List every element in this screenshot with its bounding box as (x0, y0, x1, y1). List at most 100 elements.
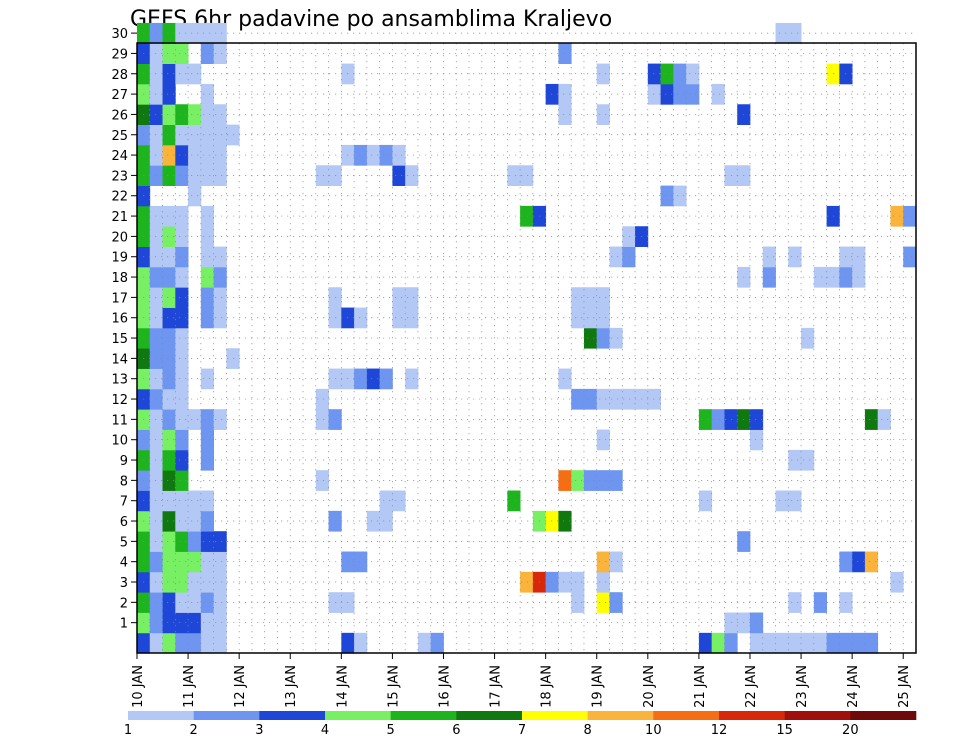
x-tick-label: 15 JAN (386, 665, 401, 708)
heatmap-cell (622, 246, 636, 268)
heatmap-cell (162, 307, 176, 329)
y-tick-label: 25 (111, 129, 128, 144)
heatmap-cell (852, 266, 866, 288)
heatmap-cell (392, 490, 406, 512)
heatmap-cell (162, 449, 176, 471)
heatmap-cell (520, 165, 534, 186)
heatmap-cell (417, 632, 432, 654)
heatmap-cell (226, 348, 240, 369)
heatmap-cell (188, 165, 202, 186)
heatmap-cell (558, 104, 572, 125)
y-tick-label: 12 (111, 393, 128, 408)
colorbar-label: 8 (584, 723, 592, 738)
y-tick-label: 8 (120, 474, 128, 489)
heatmap-cell (405, 165, 419, 186)
heatmap-cell (596, 63, 610, 85)
colorbar-swatch (390, 711, 457, 720)
y-tick-label: 19 (111, 251, 128, 266)
heatmap-cell (188, 632, 202, 654)
heatmap-cell (571, 388, 585, 410)
heatmap-cell (149, 592, 163, 613)
heatmap-cell (175, 632, 189, 654)
heatmap-cell (200, 165, 215, 186)
heatmap-cell (188, 409, 202, 430)
heatmap-cell (558, 470, 572, 491)
heatmap-cell (213, 104, 227, 125)
heatmap-cell (162, 429, 176, 451)
heatmap-cell (149, 22, 163, 44)
heatmap-cell (188, 104, 202, 125)
heatmap-cell (673, 63, 687, 85)
heatmap-cell (596, 571, 610, 593)
heatmap-cell (213, 124, 227, 146)
heatmap-cell (200, 632, 215, 654)
heatmap-cell (788, 632, 802, 654)
heatmap-cell (188, 144, 202, 166)
heatmap-cell (660, 83, 674, 105)
colorbar-label: 1 (124, 723, 132, 738)
heatmap-cell (405, 368, 419, 390)
heatmap-cell (558, 368, 572, 390)
heatmap-cell (507, 490, 521, 512)
heatmap-cell (673, 83, 687, 105)
x-tick-label: 11 JAN (182, 665, 197, 708)
heatmap-cell (647, 388, 661, 410)
heatmap-cell (647, 83, 661, 105)
heatmap-cell (571, 592, 585, 613)
heatmap-cell (175, 246, 189, 268)
heatmap-cell (813, 266, 828, 288)
heatmap-cell (200, 43, 215, 64)
heatmap-cell (622, 226, 636, 247)
heatmap-cell (749, 612, 764, 634)
heatmap-cell (315, 470, 329, 491)
heatmap-cells (137, 22, 917, 654)
heatmap-cell (711, 83, 725, 105)
heatmap-cell (213, 592, 227, 613)
heatmap-cell (596, 104, 610, 125)
y-tick-label: 30 (111, 27, 128, 42)
heatmap-cell (188, 63, 202, 85)
x-tick-label: 21 JAN (693, 665, 708, 708)
heatmap-cell (213, 43, 227, 64)
heatmap-cell (175, 287, 189, 308)
heatmap-cell (188, 185, 202, 207)
heatmap-cell (405, 307, 419, 329)
heatmap-cell (609, 551, 623, 573)
heatmap-cell (188, 124, 202, 146)
heatmap-cell (890, 571, 904, 593)
heatmap-cell (864, 632, 879, 654)
heatmap-cell (175, 571, 189, 593)
heatmap-cell (162, 531, 176, 552)
heatmap-cell (852, 632, 866, 654)
heatmap-cell (200, 510, 215, 532)
heatmap-cell (354, 551, 368, 573)
heatmap-cell (213, 266, 227, 288)
heatmap-cell (839, 632, 853, 654)
heatmap-cell (724, 632, 738, 654)
y-tick-label: 5 (120, 535, 128, 550)
y-tick-label: 6 (120, 515, 128, 530)
y-tick-label: 1 (120, 617, 128, 632)
heatmap-cell (213, 144, 227, 166)
colorbar-label: 5 (387, 723, 395, 738)
x-tick-label: 12 JAN (233, 665, 248, 708)
heatmap-cell (788, 449, 802, 471)
heatmap-cell (162, 592, 176, 613)
heatmap-cell (354, 632, 368, 654)
x-tick-label: 25 JAN (897, 665, 912, 708)
heatmap-cell (175, 226, 189, 247)
heatmap-cell (354, 368, 368, 390)
heatmap-cell (200, 226, 215, 247)
heatmap-cell (149, 348, 163, 369)
heatmap-cell (673, 185, 687, 207)
heatmap-cell (149, 571, 163, 593)
heatmap-cell (864, 551, 879, 573)
heatmap-cell (162, 551, 176, 573)
colorbar: 1 2 3 4 5 6 7 8 10 12 15 20 (124, 711, 917, 738)
heatmap-cell (149, 409, 163, 430)
heatmap-cell (149, 429, 163, 451)
y-tick-label: 20 (111, 230, 128, 245)
heatmap-cell (175, 531, 189, 552)
heatmap-cell (200, 144, 215, 166)
